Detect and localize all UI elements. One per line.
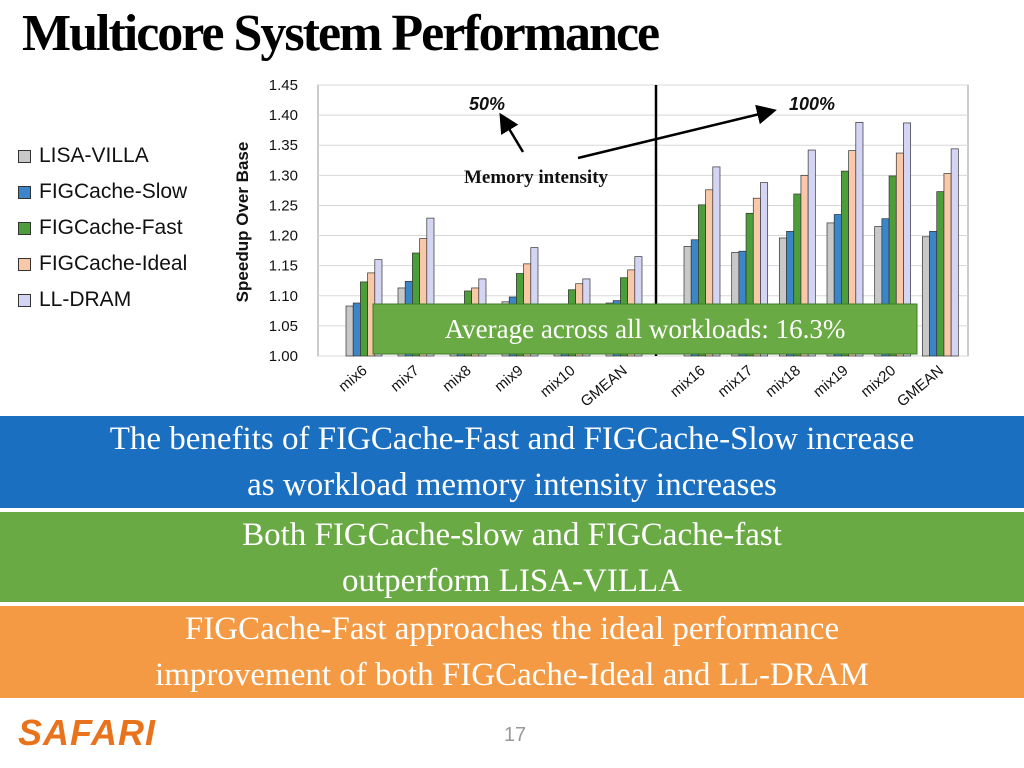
x-tick-label: GMEAN: [577, 362, 630, 410]
banner-green: Both FIGCache-slow and FIGCache-fast out…: [0, 512, 1024, 602]
x-tick-label: mix19: [810, 362, 852, 401]
safari-logo: SAFARI: [18, 712, 157, 753]
bar-mix6-figcache-fast: [360, 281, 368, 357]
banner-green-line-1: Both FIGCache-slow and FIGCache-fast: [242, 517, 782, 553]
average-box: [372, 303, 918, 355]
x-tick-label: mix20: [858, 362, 900, 401]
y-tick-label: 1.35: [269, 137, 298, 154]
legend-swatch-figcache-fast: [18, 221, 31, 235]
banner-orange: FIGCache-Fast approaches the ideal perfo…: [0, 606, 1024, 698]
bar-mix9-ll-dram: [530, 247, 539, 357]
page-number: 17: [503, 724, 527, 746]
bar-mix16-ll-dram: [712, 166, 721, 357]
y-tick-label: 1.10: [269, 288, 298, 305]
bar-mix19-ll-dram: [855, 121, 864, 357]
legend-item-figcache-slow: FIGCache-Slow: [18, 174, 187, 210]
y-tick-label: 1.30: [269, 167, 298, 184]
legend-label: FIGCache-Fast: [39, 216, 183, 239]
bar-mix6-figcache-slow: [352, 302, 361, 357]
y-tick-label: 1.25: [269, 197, 298, 214]
x-tick-label: mix9: [491, 362, 526, 395]
y-axis-label: Speedup Over Base: [233, 142, 252, 303]
banner-orange-line-2: improvement of both FIGCache-Ideal and L…: [155, 657, 869, 693]
group-label: 50%: [469, 94, 505, 114]
bar-mix6-lisa-villa: [345, 305, 354, 357]
x-tick-label: GMEAN: [894, 362, 947, 410]
bar-gmean-lisa-villa: [921, 236, 930, 357]
group-label: 100%: [789, 94, 835, 114]
legend-item-ll-dram: LL-DRAM: [18, 282, 187, 318]
arrow-50: [499, 112, 525, 153]
bar-gmean-figcache-slow: [929, 230, 938, 357]
x-tick-label: mix10: [537, 362, 579, 401]
memory-intensity-label: Memory intensity: [464, 167, 609, 188]
legend-item-lisa-villa: LISA-VILLA: [18, 138, 187, 174]
banner-orange-line-1: FIGCache-Fast approaches the ideal perfo…: [184, 611, 840, 647]
x-tick-label: mix18: [762, 362, 804, 401]
bar-gmean-figcache-ideal: [943, 173, 952, 357]
bar-gmean-ll-dram: [950, 148, 959, 357]
banner-blue-line-2: as workload memory intensity increases: [247, 467, 777, 503]
x-tick-label: mix6: [335, 362, 370, 395]
average-label: Average across all workloads: 16.3%: [445, 314, 846, 344]
y-tick-label: 1.15: [269, 258, 298, 275]
x-tick-label: mix7: [387, 362, 422, 395]
bar-mix7-ll-dram: [426, 217, 435, 357]
x-tick-label: mix8: [439, 362, 474, 395]
chart-legend: LISA-VILLA FIGCache-Slow FIGCache-Fast F…: [18, 138, 187, 318]
banner-blue-line-1: The benefits of FIGCache-Fast and FIGCac…: [109, 421, 915, 457]
legend-label: FIGCache-Ideal: [39, 252, 188, 275]
legend-label: LL-DRAM: [39, 288, 132, 311]
legend-label: FIGCache-Slow: [39, 180, 188, 203]
x-tick-label: mix16: [667, 362, 709, 401]
legend-swatch-figcache-slow: [18, 185, 31, 199]
arrow-100: [577, 104, 777, 160]
bar-gmean-figcache-fast: [936, 191, 945, 357]
y-tick-label: 1.05: [269, 318, 298, 335]
y-tick-label: 1.45: [269, 77, 298, 94]
x-tick-label: mix17: [715, 362, 757, 401]
legend-item-figcache-ideal: FIGCache-Ideal: [18, 246, 187, 282]
legend-swatch-lisa-villa: [18, 149, 31, 163]
y-tick-label: 1.40: [269, 107, 298, 124]
y-tick-label: 1.00: [269, 348, 298, 365]
bar-mix17-ll-dram: [760, 182, 769, 357]
bar-mix20-ll-dram: [903, 122, 912, 357]
speedup-chart: 1.00 1.05 1.10 1.15 1.20 1.25 1.30 1.35 1.40 1.45…: [233, 77, 969, 410]
legend-item-figcache-fast: FIGCache-Fast: [18, 210, 187, 246]
y-tick-label: 1.20: [269, 228, 298, 245]
legend-swatch-figcache-ideal: [18, 257, 31, 271]
banner-green-line-2: outperform LISA-VILLA: [342, 563, 682, 599]
page-title: Multicore System Performance: [22, 5, 660, 62]
legend-label: LISA-VILLA: [39, 144, 149, 167]
bar-mix18-ll-dram: [807, 149, 816, 357]
legend-swatch-ll-dram: [18, 293, 31, 307]
banner-blue: The benefits of FIGCache-Fast and FIGCac…: [0, 416, 1024, 508]
